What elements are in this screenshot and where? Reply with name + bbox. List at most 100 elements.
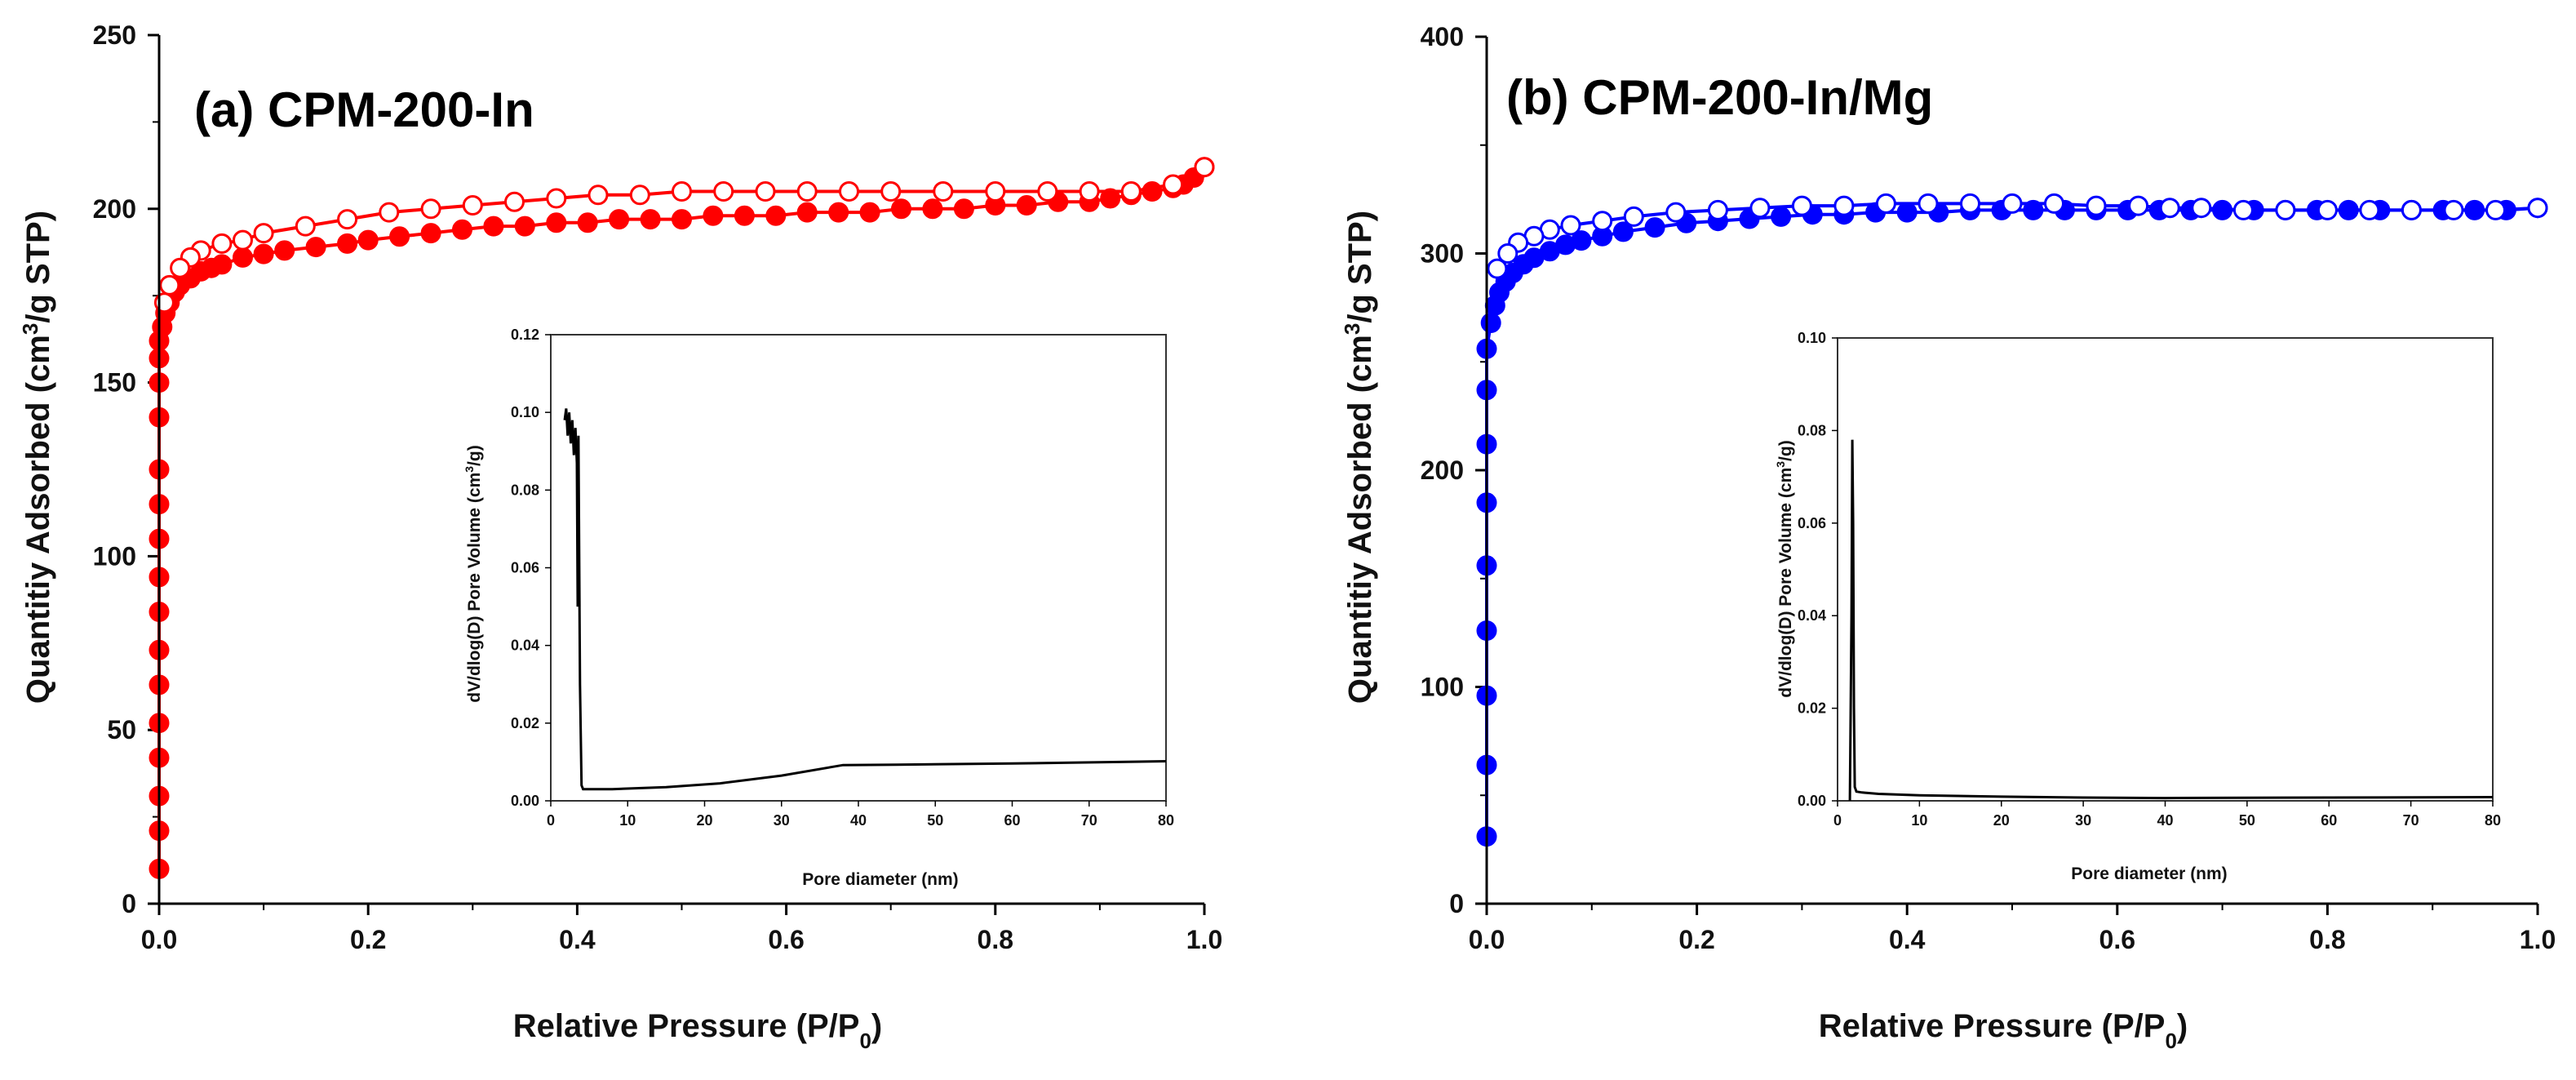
panel-b-y-axis-label: Quantitiy Adsorbed (cm3/g STP): [1340, 211, 1378, 704]
desorption-point: [796, 181, 818, 202]
inset-x-tick-label: 60: [1004, 812, 1020, 829]
desorption-point: [2359, 199, 2380, 220]
desorption-point: [1623, 206, 1644, 227]
desorption-point: [233, 229, 253, 251]
panel-b-title: (b) CPM-200-In/Mg: [1506, 70, 1933, 125]
x-tick-label: 0.4: [1889, 925, 1926, 954]
x-tick-label: 1.0: [2520, 925, 2556, 954]
panel-a-inset: Pore diameter (nm) dV/dlog(D) Pore Volum…: [463, 327, 1174, 889]
desorption-point: [2401, 199, 2422, 220]
desorption-point: [2275, 199, 2296, 220]
adsorption-point: [305, 237, 326, 258]
adsorption-point: [577, 212, 598, 233]
desorption-point: [713, 181, 734, 202]
desorption-point: [1592, 211, 1613, 232]
inset-y-tick-label: 0.02: [1798, 700, 1826, 717]
adsorption-point: [828, 202, 849, 223]
panel-a-inset-curve-group: [563, 408, 1167, 791]
desorption-point: [755, 181, 776, 202]
inset-x-tick-label: 20: [1993, 812, 2010, 829]
desorption-point: [2044, 193, 2064, 214]
desorption-point: [1875, 193, 1896, 214]
desorption-point: [880, 181, 902, 202]
adsorption-point: [891, 198, 911, 220]
adsorption-point: [514, 216, 535, 237]
panel-b-inset-y-ticks: 0.00 0.02 0.04 0.06 0.08 0.10: [1798, 330, 1838, 809]
desorption-point: [1163, 174, 1184, 195]
adsorption-point: [546, 212, 567, 233]
panel-a-x-ticks: 0.0 0.2 0.4 0.6 0.8 1.0: [141, 904, 1222, 954]
panel-b-inset-x-label: Pore diameter (nm): [2071, 864, 2227, 883]
adsorption-point: [337, 233, 358, 254]
desorption-point: [587, 184, 609, 206]
panel-a-inset-x-ticks: 0 10 20 30 40 50 60 70 80: [547, 801, 1174, 829]
desorption-point: [1749, 198, 1771, 219]
adsorption-point: [389, 226, 410, 247]
desorption-point: [2527, 198, 2548, 219]
desorption-point: [1833, 195, 1855, 216]
inset-x-tick-label: 70: [2403, 812, 2419, 829]
y-tick-label: 100: [1421, 673, 1464, 702]
x-tick-label: 0.6: [768, 925, 804, 954]
x-tick-label: 0.2: [1678, 925, 1714, 954]
x-tick-label: 0.8: [2309, 925, 2345, 954]
inset-y-tick-label: 0.06: [1798, 515, 1826, 531]
desorption-point: [1487, 258, 1508, 279]
adsorption-point: [765, 205, 787, 226]
y-tick-label: 400: [1421, 22, 1464, 51]
adsorption-point: [1100, 188, 1121, 209]
adsorption-point: [357, 229, 379, 251]
y-tick-label: 150: [93, 368, 136, 398]
inset-x-tick-label: 80: [1158, 812, 1174, 829]
adsorption-point: [859, 202, 880, 223]
desorption-point: [2159, 198, 2180, 219]
y-tick-label: 0: [122, 889, 136, 918]
inset-x-tick-label: 40: [850, 812, 867, 829]
desorption-point: [1194, 157, 1215, 178]
desorption-point: [1037, 181, 1058, 202]
adsorption-point: [672, 209, 692, 230]
desorption-point: [1120, 181, 1142, 202]
desorption-point: [420, 198, 441, 220]
inset-x-tick-label: 80: [2485, 812, 2501, 829]
desorption-point: [1960, 193, 1980, 214]
inset-x-tick-label: 50: [2239, 812, 2255, 829]
y-tick-label: 200: [1421, 456, 1464, 485]
adsorption-point: [1142, 181, 1163, 202]
panel-b-inset-y-label: dV/dlog(D) Pore Volume (cm3/g): [1774, 440, 1795, 697]
panel-b-inset-frame: [1837, 337, 2494, 802]
inset-x-tick-label: 70: [1081, 812, 1097, 829]
adsorption-point: [1480, 313, 1501, 333]
desorption-point: [2485, 199, 2506, 220]
desorption-point: [2128, 195, 2149, 216]
panel-a-title: (a) CPM-200-In: [194, 82, 534, 137]
adsorption-point: [1612, 221, 1634, 242]
desorption-point: [2232, 199, 2254, 220]
inset-x-tick-label: 10: [1911, 812, 1927, 829]
panel-a-x-axis-label: Relative Pressure (P/P0): [513, 1008, 882, 1053]
desorption-point: [1707, 199, 1728, 220]
inset-x-tick-label: 10: [619, 812, 636, 829]
panel-b-x-ticks: 0.0 0.2 0.4 0.6 0.8 1.0: [1469, 904, 2556, 954]
inset-x-tick-label: 30: [774, 812, 790, 829]
inset-x-tick-label: 20: [696, 812, 712, 829]
adsorption-point: [953, 198, 974, 220]
panel-a-inset-y-ticks: 0.00 0.02 0.04 0.06 0.08 0.10 0.12: [511, 327, 551, 809]
adsorption-point: [211, 254, 233, 275]
inset-x-tick-label: 0: [547, 812, 555, 829]
panel-a: (a) CPM-200-In Relative Pressure (P/P0) …: [18, 20, 1222, 1053]
x-tick-label: 0.0: [1469, 925, 1505, 954]
adsorption-point: [1016, 195, 1037, 216]
adsorption-point: [922, 198, 943, 220]
desorption-point: [672, 181, 692, 202]
desorption-point: [2086, 195, 2107, 216]
adsorption-point: [796, 202, 818, 223]
inset-x-tick-label: 0: [1833, 812, 1842, 829]
adsorption-point: [253, 243, 274, 264]
inset-y-tick-label: 0.04: [1798, 607, 1826, 624]
desorption-point: [933, 181, 954, 202]
desorption-point: [1560, 215, 1581, 236]
adsorption-point: [734, 205, 755, 226]
